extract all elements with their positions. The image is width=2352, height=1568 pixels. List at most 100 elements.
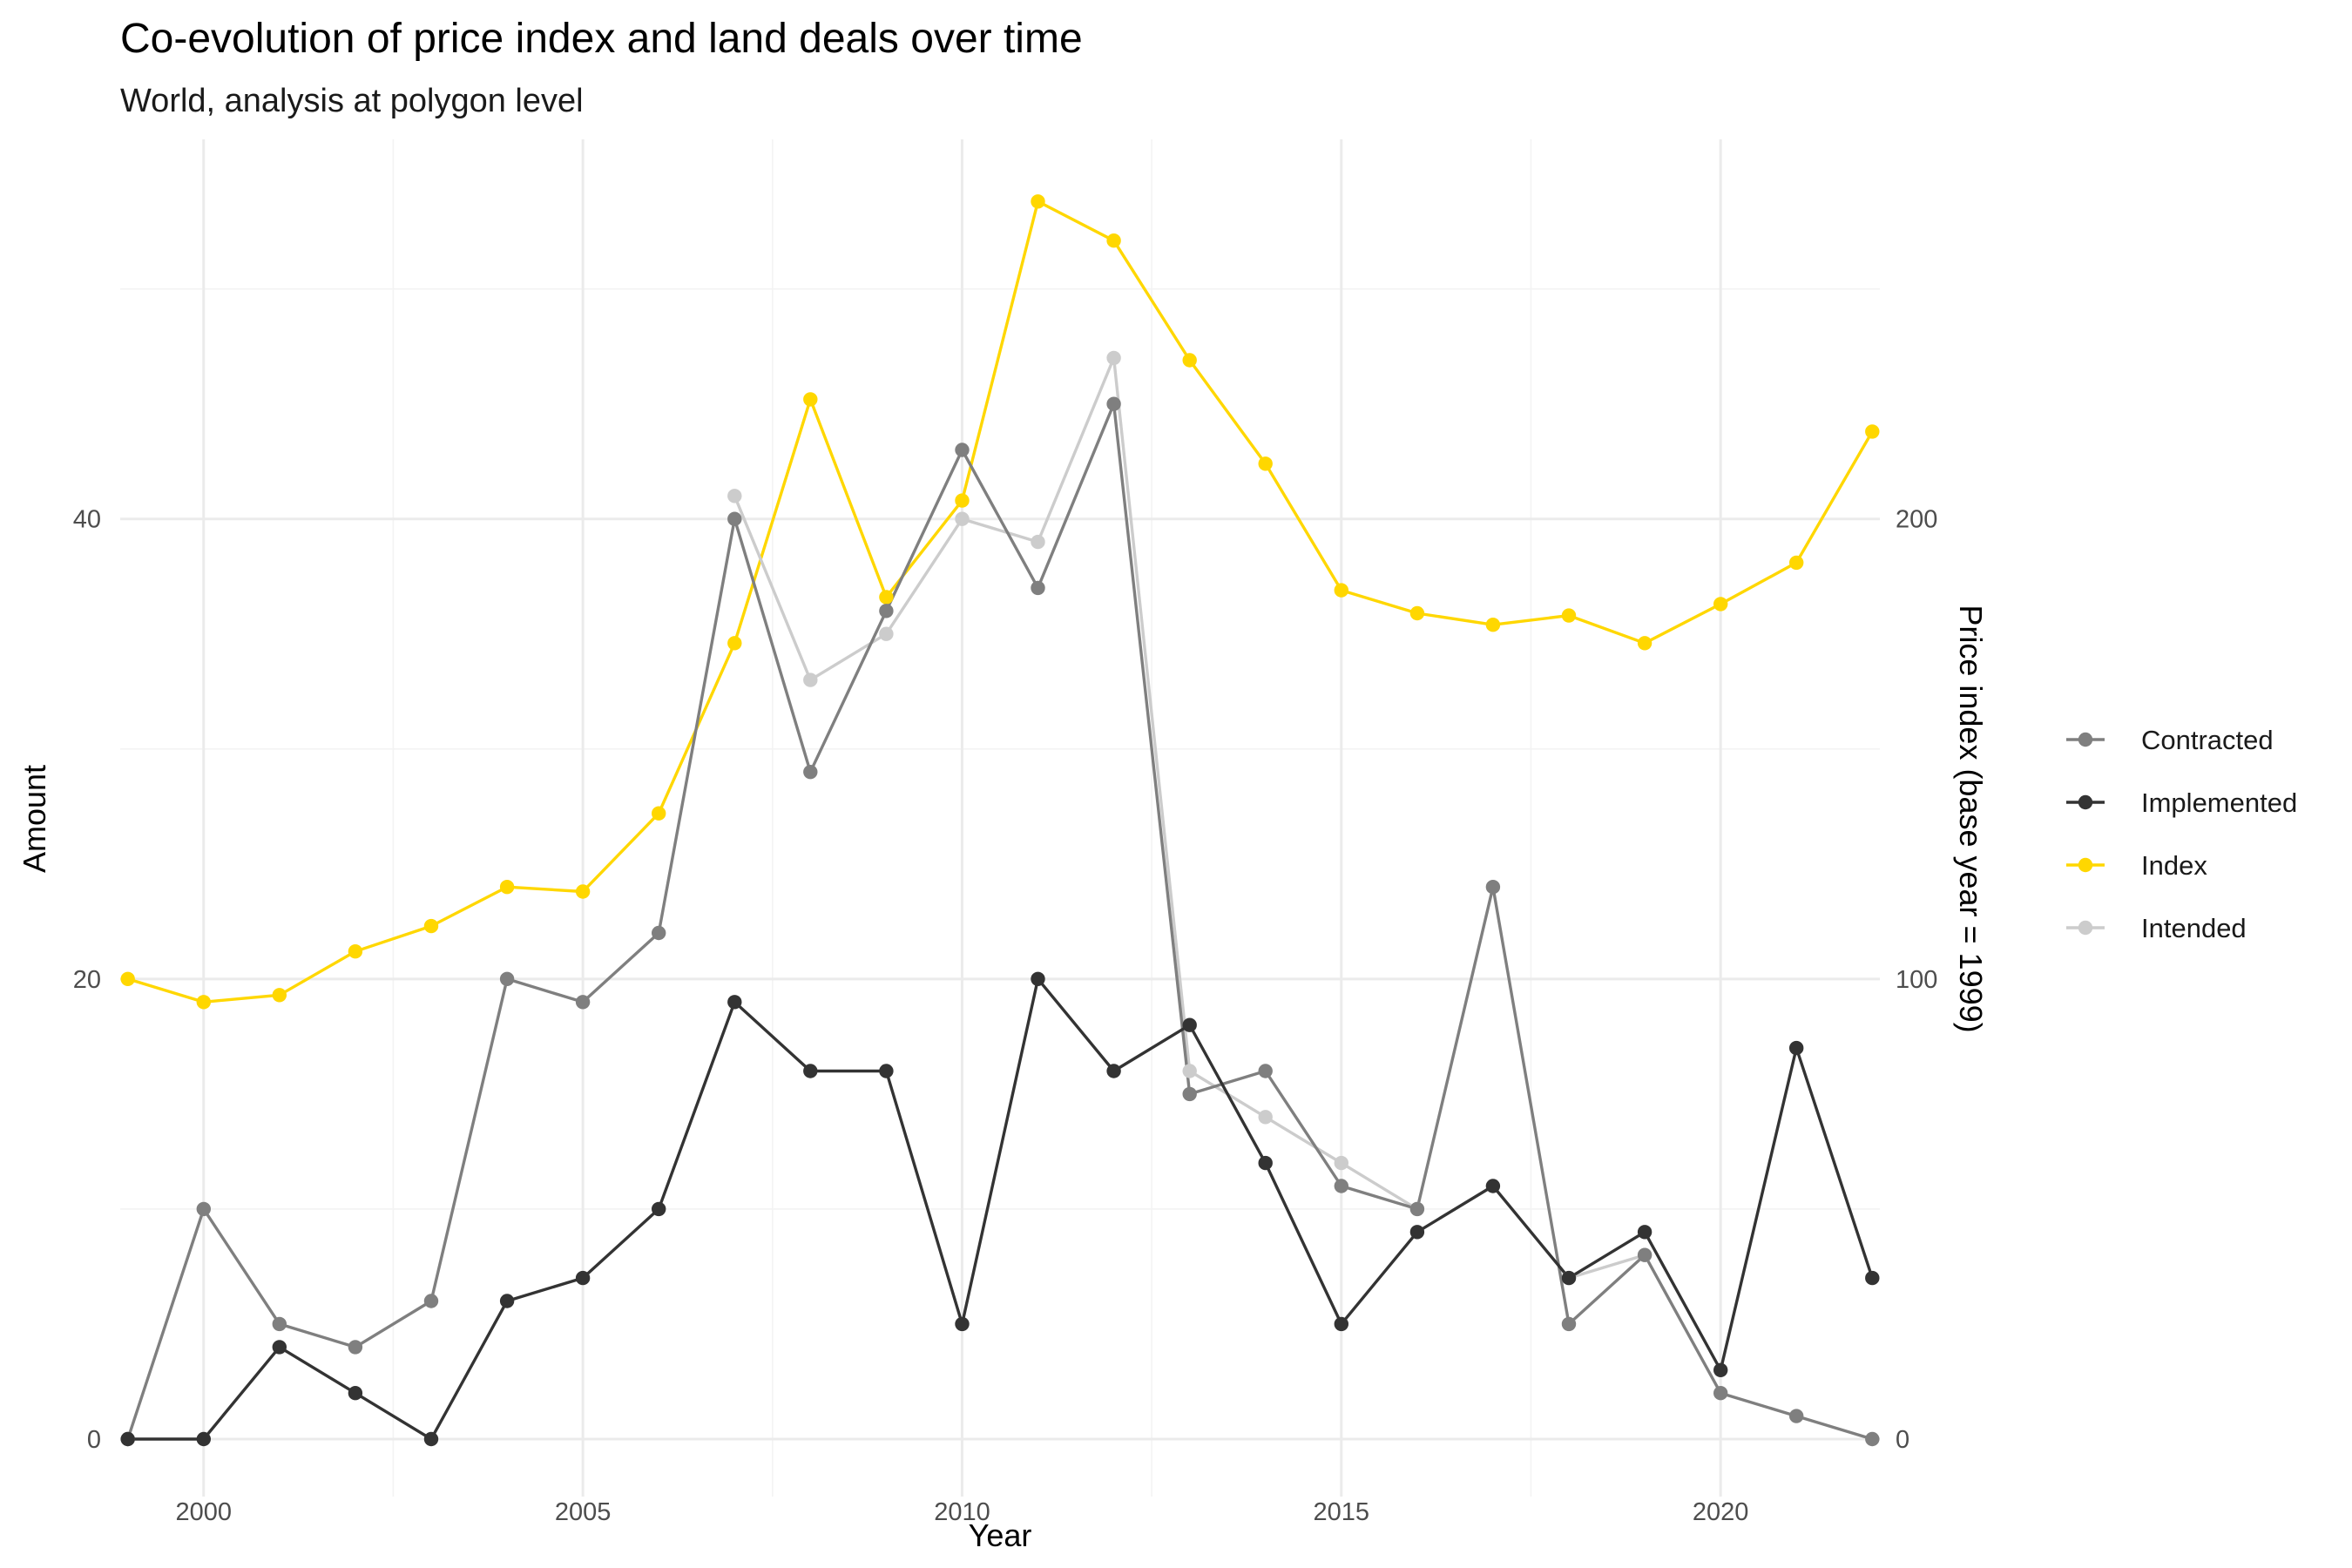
data-point-contracted [1865, 1431, 1880, 1447]
data-point-implemented [348, 1386, 363, 1401]
data-point-index [1485, 618, 1501, 632]
data-point-contracted [1182, 1086, 1197, 1102]
data-point-intended [1182, 1064, 1197, 1078]
data-point-implemented [652, 1201, 666, 1217]
series-lines [126, 199, 1874, 1441]
data-point-index [1334, 583, 1349, 598]
series-line-intended [1568, 1254, 1646, 1280]
data-point-contracted [1485, 880, 1501, 895]
legend-label-intended: Intended [2141, 913, 2247, 943]
data-point-index [1031, 194, 1045, 209]
y2-tick-label: 200 [1896, 506, 1937, 534]
data-point-index [1865, 424, 1880, 439]
data-point-index [1409, 605, 1425, 621]
data-point-implemented [1106, 1064, 1121, 1078]
y2-tick-label: 0 [1896, 1426, 1909, 1454]
x-axis-ticks: 2000 2005 2010 2015 2020 [176, 1498, 1749, 1526]
data-point-intended [955, 511, 970, 526]
data-point-index [803, 392, 818, 407]
data-point-contracted [1637, 1247, 1652, 1262]
data-point-index [272, 988, 287, 1003]
y2-axis-title: Price index (base year = 1999) [1953, 605, 1989, 1032]
data-point-index [1789, 555, 1804, 571]
data-point-implemented [196, 1431, 211, 1447]
data-point-implemented [1637, 1225, 1652, 1240]
data-point-implemented [575, 1270, 591, 1286]
data-point-contracted [955, 443, 970, 457]
data-point-index [499, 880, 515, 895]
data-point-implemented [1713, 1362, 1728, 1378]
y2-tick-label: 100 [1896, 966, 1937, 994]
series-line-index [127, 199, 1874, 1004]
data-point-contracted [1031, 580, 1045, 596]
data-point-implemented [1789, 1040, 1804, 1056]
data-point-intended [727, 489, 742, 504]
data-point-index [1182, 353, 1197, 368]
data-point-implemented [1485, 1179, 1501, 1193]
data-point-implemented [1258, 1155, 1273, 1171]
data-point-implemented [1334, 1316, 1349, 1332]
data-point-index [955, 493, 970, 508]
data-point-index [196, 995, 211, 1010]
x-axis-title: Year [969, 1517, 1032, 1553]
chart-title: Co-evolution of price index and land dea… [120, 16, 1083, 62]
y-tick-label: 20 [73, 966, 101, 994]
x-tick-label: 2000 [176, 1498, 233, 1526]
data-point-contracted [1106, 396, 1121, 411]
data-point-contracted [879, 604, 894, 618]
data-point-contracted [423, 1294, 439, 1308]
y-tick-label: 0 [87, 1426, 101, 1454]
data-point-contracted [803, 765, 818, 780]
legend: Contracted Implemented Index Intended [2066, 725, 2297, 943]
legend-label-implemented: Implemented [2141, 787, 2297, 818]
chart-subtitle: World, analysis at polygon level [120, 83, 584, 119]
series-points [120, 194, 1880, 1447]
data-point-implemented [423, 1431, 439, 1447]
data-point-implemented [120, 1431, 135, 1447]
data-point-implemented [879, 1064, 894, 1078]
y-axis-title: Amount [17, 765, 52, 873]
series-line-implemented [127, 977, 1874, 1441]
data-point-contracted [727, 511, 742, 526]
data-point-contracted [652, 925, 666, 941]
data-point-index [879, 590, 894, 605]
data-point-intended [1258, 1110, 1273, 1125]
legend-label-index: Index [2141, 850, 2207, 881]
y-tick-label: 40 [73, 506, 101, 534]
data-point-contracted [1258, 1064, 1273, 1078]
data-point-implemented [272, 1340, 287, 1355]
data-point-index [727, 636, 742, 651]
data-point-intended [803, 672, 818, 687]
x-tick-label: 2020 [1693, 1498, 1749, 1526]
data-point-index [1713, 597, 1728, 612]
x-tick-label: 2005 [555, 1498, 612, 1526]
data-point-implemented [1561, 1270, 1577, 1286]
data-point-intended [1031, 534, 1045, 550]
data-point-contracted [575, 995, 591, 1010]
legend-key-point-index [2078, 857, 2093, 873]
data-point-intended [1334, 1155, 1349, 1171]
series-line-contracted [126, 402, 1873, 1441]
data-point-contracted [1789, 1409, 1804, 1423]
legend-label-contracted: Contracted [2141, 725, 2274, 755]
y2-axis-ticks: 0 100 200 [1896, 506, 1937, 1454]
data-point-index [423, 918, 439, 934]
series-line-intended [733, 356, 1418, 1211]
data-point-implemented [803, 1064, 818, 1078]
data-point-index [652, 806, 666, 821]
data-point-implemented [1031, 971, 1045, 987]
legend-key-point-contracted [2078, 732, 2093, 747]
data-point-implemented [1182, 1017, 1197, 1032]
x-tick-label: 2015 [1314, 1498, 1370, 1526]
data-point-index [1106, 233, 1121, 248]
data-point-contracted [196, 1201, 211, 1217]
data-point-index [348, 944, 363, 959]
data-point-contracted [1334, 1179, 1349, 1193]
data-point-implemented [955, 1316, 970, 1332]
data-point-contracted [272, 1316, 287, 1332]
data-point-implemented [727, 995, 742, 1010]
data-point-implemented [1409, 1225, 1425, 1240]
legend-key-point-implemented [2078, 794, 2093, 810]
data-point-intended [1106, 350, 1121, 366]
